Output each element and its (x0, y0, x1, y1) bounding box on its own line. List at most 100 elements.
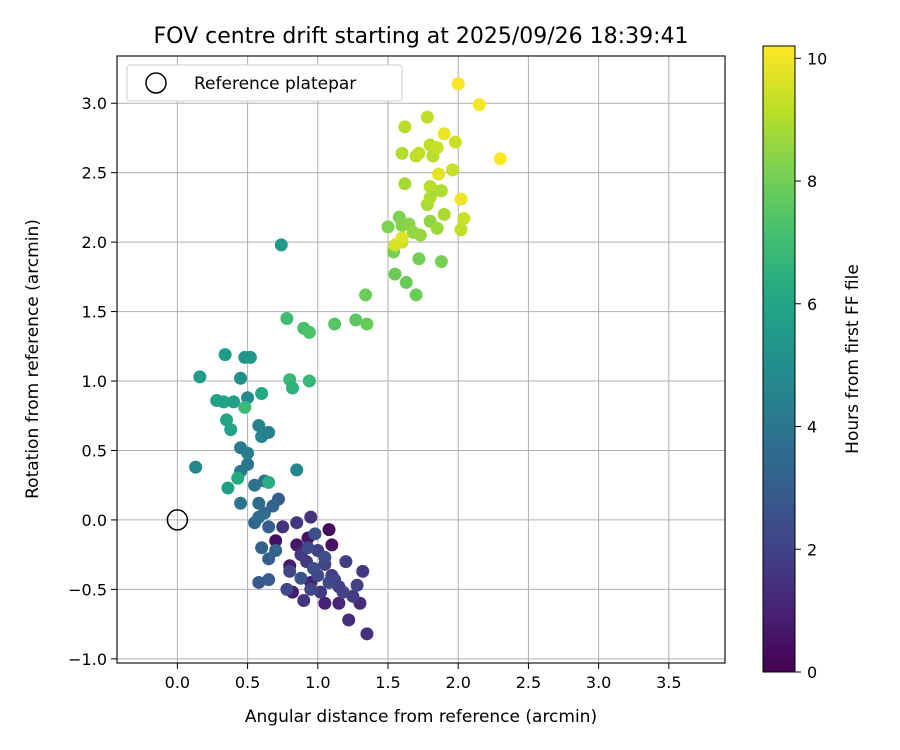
scatter-point (220, 413, 234, 427)
y-tick-label: −1.0 (68, 650, 107, 669)
scatter-point (395, 146, 409, 160)
scatter-point (420, 110, 434, 124)
x-tick-label: 1.5 (375, 673, 400, 692)
scatter-point (434, 184, 448, 198)
scatter-point (252, 418, 266, 432)
scatter-point (262, 425, 276, 439)
scatter-point (454, 192, 468, 206)
colorbar-ticks: 0 2 4 6 8 10 (795, 49, 827, 682)
scatter-point (328, 317, 342, 331)
scatter-point (307, 562, 321, 576)
scatter-point (412, 146, 426, 160)
scatter-point (346, 589, 360, 603)
scatter-point (210, 393, 224, 407)
scatter-point (227, 395, 241, 409)
scatter-point (274, 238, 288, 252)
colorbar-tick-label: 0 (807, 663, 817, 682)
scatter-point (318, 596, 332, 610)
scatter-point (255, 387, 269, 401)
y-tick-label: 1.5 (82, 303, 107, 322)
plot-frame (116, 55, 726, 664)
scatter-point (302, 325, 316, 339)
scatter-point (269, 534, 283, 548)
legend-box (126, 64, 403, 102)
scatter-point (189, 460, 203, 474)
colorbar-label: Hours from first FF file (843, 264, 863, 454)
scatter-point (398, 120, 412, 134)
legend: Reference platepar (126, 64, 403, 102)
scatter-point (349, 313, 363, 327)
scatter-point (446, 163, 460, 177)
scatter-point (238, 400, 252, 414)
scatter-point (266, 499, 280, 513)
scatter-point (332, 596, 346, 610)
scatter-point (360, 627, 374, 641)
scatter-points (189, 77, 507, 641)
scatter-point (322, 523, 336, 537)
scatter-point (252, 575, 266, 589)
x-tick-label: 2.5 (516, 673, 541, 692)
scatter-point (301, 541, 315, 555)
scatter-point (294, 571, 308, 585)
scatter-point (276, 520, 290, 534)
scatter-point (413, 228, 427, 242)
y-tick-label: 2.0 (82, 233, 107, 252)
scatter-point (243, 350, 257, 364)
scatter-point (221, 481, 235, 495)
scatter-point (360, 317, 374, 331)
y-tick-label: 0.5 (82, 441, 107, 460)
scatter-point (304, 510, 318, 524)
scatter-point (255, 541, 269, 555)
scatter-point (328, 573, 342, 587)
scatter-point (234, 496, 248, 510)
scatter-point (193, 370, 207, 384)
scatter-point (388, 267, 402, 281)
chart-title: FOV centre drift starting at 2025/09/26 … (154, 24, 689, 49)
scatter-point (356, 564, 370, 578)
scatter-point (304, 582, 318, 596)
scatter-point (430, 221, 444, 235)
scatter-point (381, 220, 395, 234)
scatter-point (437, 207, 451, 221)
colorbar-tick-label: 10 (807, 49, 827, 68)
scatter-point (286, 381, 300, 395)
scatter-point (325, 538, 339, 552)
scatter-point (451, 77, 465, 91)
scatter-point (493, 152, 507, 166)
y-tick-label: −0.5 (68, 580, 107, 599)
scatter-point (350, 578, 364, 592)
x-tick-label: 1.0 (305, 673, 330, 692)
scatter-point (314, 585, 328, 599)
scatter-point (409, 288, 423, 302)
scatter-point (318, 550, 332, 564)
scatter-point (398, 177, 412, 191)
reference-platepar-marker (166, 509, 189, 531)
y-tick-label: 1.0 (82, 372, 107, 391)
scatter-point (430, 141, 444, 155)
scatter-point (454, 223, 468, 237)
legend-label: Reference platepar (194, 74, 356, 94)
scatter-point (280, 582, 294, 596)
legend-open-circle-icon (145, 72, 167, 94)
scatter-point (269, 543, 283, 557)
plot-background (117, 56, 725, 663)
scatter-point (231, 471, 245, 485)
colorbar-tick-label: 6 (807, 295, 817, 314)
scatter-point (248, 478, 262, 492)
scatter-point (297, 593, 311, 607)
scatter-point (448, 135, 462, 149)
scatter-point (336, 585, 350, 599)
scatter-point (423, 180, 437, 194)
scatter-point (472, 98, 486, 112)
scatter-point (224, 423, 238, 437)
colorbar-gradient (762, 45, 796, 673)
colorbar-tick-label: 8 (807, 172, 817, 191)
scatter-point (218, 348, 232, 362)
colorbar: 0 2 4 6 8 10 Hours from first FF file (762, 45, 863, 682)
scatter-point (342, 613, 356, 627)
scatter-point (262, 520, 276, 534)
scatter-point (308, 527, 322, 541)
scatter-point (395, 231, 409, 245)
y-tick-label: 3.0 (82, 94, 107, 113)
